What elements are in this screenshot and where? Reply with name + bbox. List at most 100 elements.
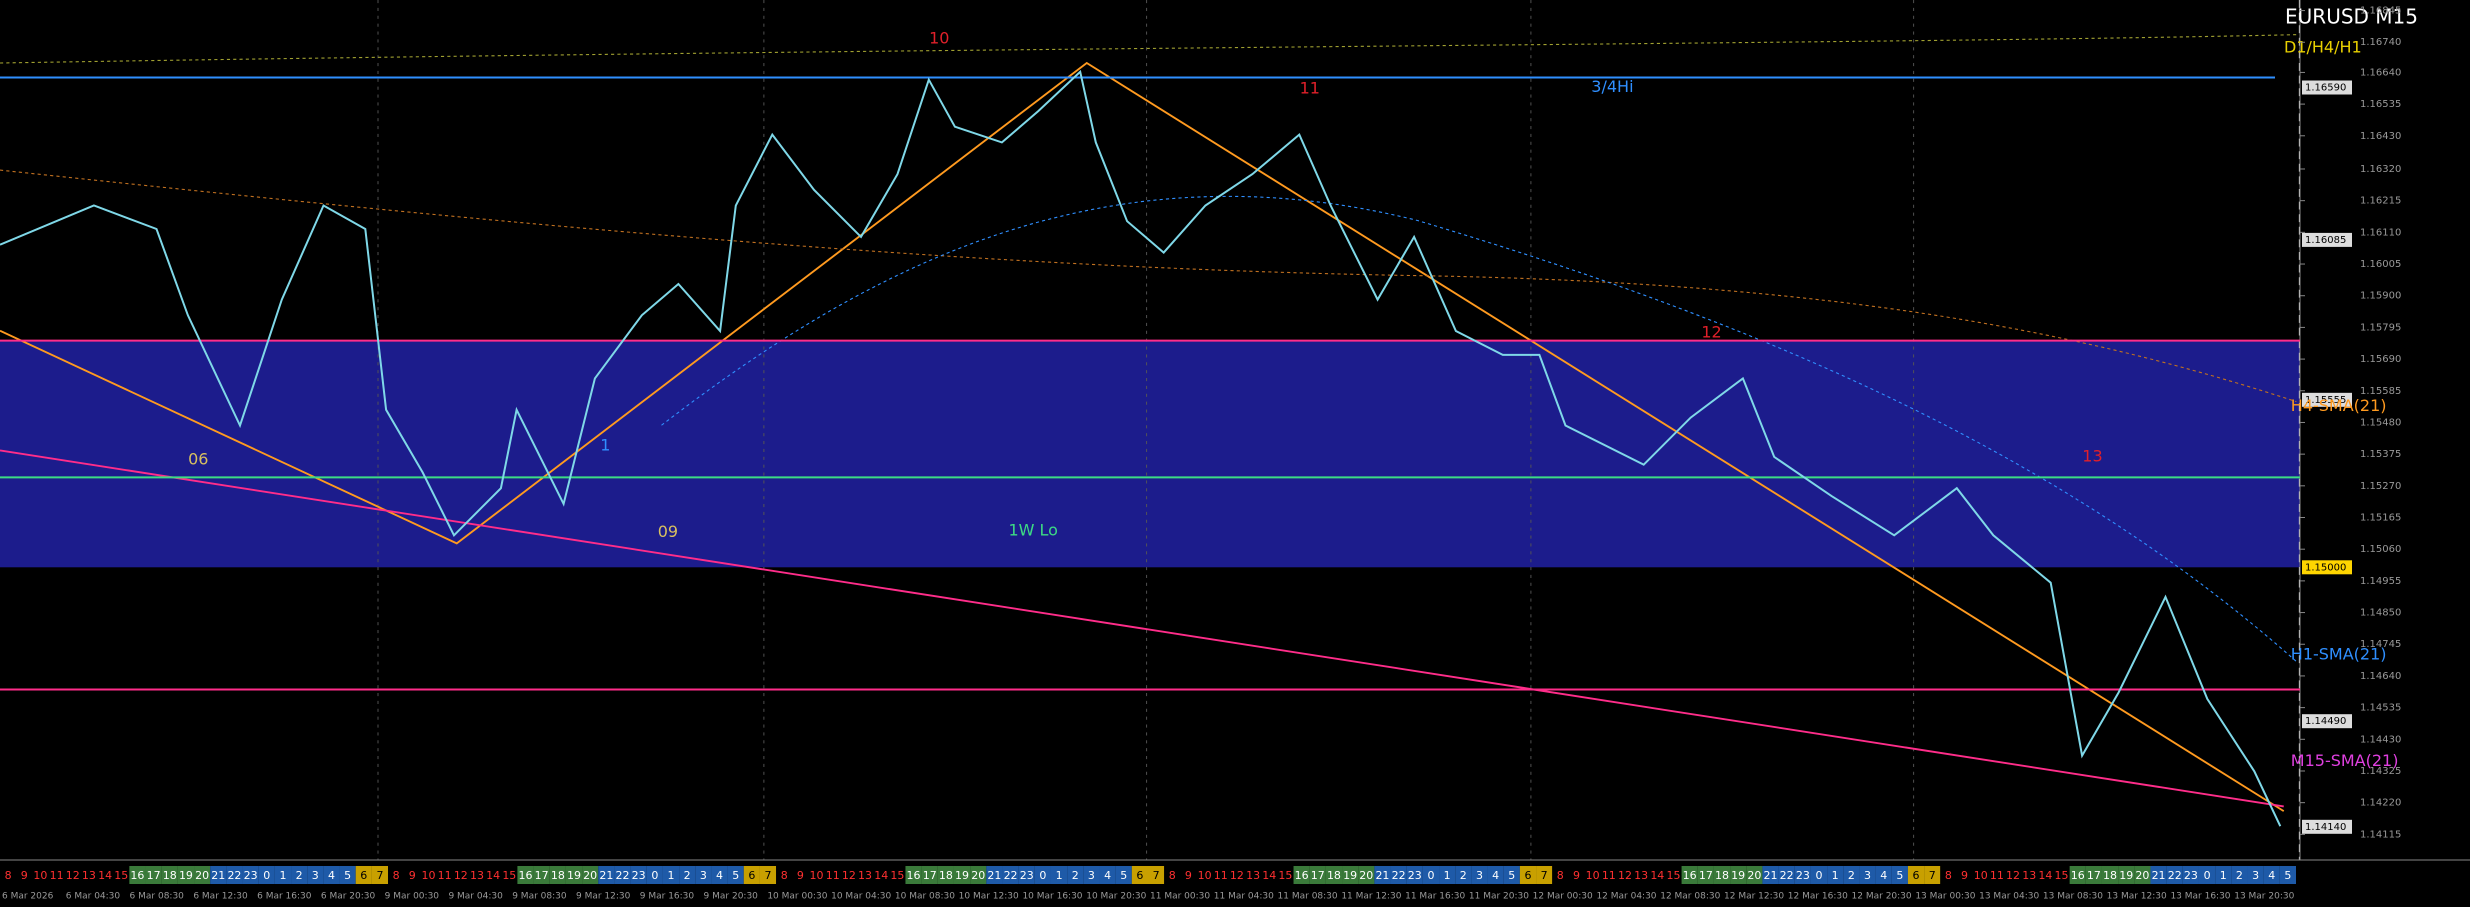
hour-cell <box>420 866 437 884</box>
hour-label: 10 <box>33 869 47 882</box>
time-label: 13 Mar 16:30 <box>2170 892 2230 902</box>
hour-label: 11 <box>1602 869 1616 882</box>
hour-cell <box>226 866 243 884</box>
hour-label: 9 <box>1573 869 1580 882</box>
annotation: 12 <box>1701 322 1721 341</box>
hour-cell <box>404 866 421 884</box>
hour-cell <box>598 866 615 884</box>
hour-cell <box>242 866 259 884</box>
hour-label: 2 <box>296 869 303 882</box>
hour-label: 17 <box>923 869 937 882</box>
y-tick-label: 1.16110 <box>2360 227 2401 238</box>
annotation: 11 <box>1300 79 1320 98</box>
hour-label: 19 <box>1343 869 1357 882</box>
hour-label: 19 <box>567 869 581 882</box>
price-tag <box>2302 232 2352 247</box>
y-tick-label: 1.16430 <box>2360 131 2401 142</box>
hour-cell <box>2198 866 2216 884</box>
hour-label: 18 <box>1327 869 1341 882</box>
hour-cell <box>1309 866 1326 884</box>
time-label: 13 Mar 00:30 <box>1915 892 1975 902</box>
annotation: H1-SMA(21) <box>2291 644 2387 663</box>
hour-label: 15 <box>890 869 904 882</box>
hour-label: 5 <box>1508 869 1515 882</box>
hour-cell <box>129 866 146 884</box>
hour-cell <box>1131 866 1148 884</box>
price-tag-label: 1.15000 <box>2305 562 2346 573</box>
y-tick-label: 1.14745 <box>2360 639 2401 650</box>
hour-label: 23 <box>632 869 646 882</box>
price-tag <box>2302 714 2352 729</box>
y-tick-label: 1.14325 <box>2360 766 2401 777</box>
time-label: 10 Mar 00:30 <box>767 892 827 902</box>
y-tick-label: 1.14850 <box>2360 608 2401 619</box>
hour-cell <box>1665 866 1682 884</box>
hour-label: 6 <box>748 869 755 882</box>
price-tag <box>2302 560 2352 575</box>
hour-label: 9 <box>1961 869 1968 882</box>
time-label: 11 Mar 16:30 <box>1405 892 1465 902</box>
hour-cell <box>727 866 744 884</box>
hour-label: 1 <box>668 869 675 882</box>
hour-cell <box>1487 866 1504 884</box>
hour-cell <box>549 866 566 884</box>
hour-label: 9 <box>409 869 416 882</box>
hour-label: 20 <box>195 869 209 882</box>
hour-label: 17 <box>1699 869 1713 882</box>
hour-label: 17 <box>535 869 549 882</box>
hour-label: 9 <box>1185 869 1192 882</box>
hour-label: 0 <box>1427 869 1434 882</box>
hour-cell <box>1471 866 1488 884</box>
y-tick-label: 1.15690 <box>2360 354 2401 365</box>
hour-cell <box>452 866 469 884</box>
price-tag <box>2302 392 2352 407</box>
price-tag <box>2302 80 2352 95</box>
time-label: 13 Mar 04:30 <box>1979 892 2039 902</box>
time-label: 13 Mar 12:30 <box>2107 892 2167 902</box>
time-label: 10 Mar 20:30 <box>1086 892 1146 902</box>
hour-cell <box>1422 866 1440 884</box>
hour-label: 18 <box>163 869 177 882</box>
hour-label: 12 <box>1618 869 1632 882</box>
hour-label: 4 <box>2268 869 2275 882</box>
hour-label: 15 <box>1666 869 1680 882</box>
hour-cell <box>905 866 922 884</box>
hour-label: 4 <box>1104 869 1111 882</box>
time-label: 11 Mar 12:30 <box>1341 892 1401 902</box>
hour-label: 11 <box>1214 869 1228 882</box>
hour-label: 4 <box>716 869 723 882</box>
hour-label: 1 <box>1444 869 1451 882</box>
hour-cell <box>1293 866 1310 884</box>
hour-label: 22 <box>2168 869 2182 882</box>
chart-title: EURUSD M15 <box>2285 5 2418 29</box>
y-tick-label: 1.16320 <box>2360 164 2401 175</box>
time-label: 9 Mar 00:30 <box>385 892 440 902</box>
annotation: 3/4Hi <box>1591 77 1633 96</box>
hour-label: 11 <box>50 869 64 882</box>
hour-cell <box>1245 866 1262 884</box>
annotation: H4-SMA(21) <box>2291 396 2387 415</box>
hour-label: 18 <box>551 869 565 882</box>
hour-cell <box>2021 866 2038 884</box>
hour-cell <box>436 866 453 884</box>
hour-cell <box>533 866 550 884</box>
time-label: 12 Mar 08:30 <box>1660 892 1720 902</box>
hour-label: 23 <box>244 869 258 882</box>
hour-cell <box>145 866 162 884</box>
hour-cell <box>1713 866 1731 884</box>
hour-label: 7 <box>1929 869 1936 882</box>
hour-cell <box>759 866 777 884</box>
hour-cell <box>1956 866 1973 884</box>
time-label: 10 Mar 16:30 <box>1022 892 1082 902</box>
hour-cell <box>1633 866 1650 884</box>
annotation: 13 <box>2082 446 2102 465</box>
hour-cell <box>792 866 809 884</box>
hour-cell <box>1988 866 2005 884</box>
annotation: 10 <box>929 28 949 47</box>
hour-cell <box>258 866 275 884</box>
hour-label: 1 <box>2220 869 2227 882</box>
price-tag-label: 1.16085 <box>2305 235 2346 246</box>
time-label: 12 Mar 00:30 <box>1533 892 1593 902</box>
hour-label: 22 <box>1392 869 1406 882</box>
